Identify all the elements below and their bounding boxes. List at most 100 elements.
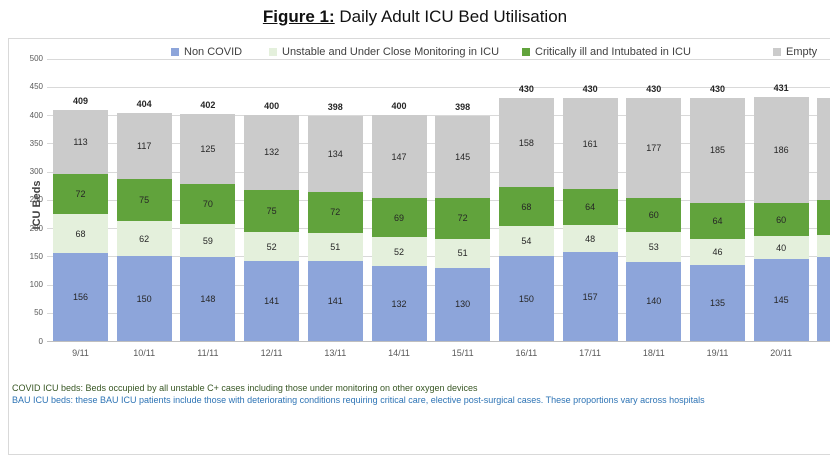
x-tick-10-11: 10/11 (133, 348, 156, 358)
bar-segment-unstable-and-under-close-monitoring-in-icu: 40 (753, 236, 809, 260)
footnotes: COVID ICU beds: Beds occupied by all uns… (12, 383, 822, 406)
bar-segment-non-covid: 150 (498, 256, 554, 341)
bar-segment-non-covid: 150 (116, 256, 172, 341)
bar-segment-unstable-and-under-close-monitoring-in-icu: 62 (116, 221, 172, 257)
bar-segment-empty: 113 (53, 109, 108, 174)
x-tick-16-11: 16/11 (515, 348, 538, 358)
bar-total-label: 398 (455, 102, 471, 113)
legend-label: Non COVID (184, 46, 243, 58)
legend-item-2: Critically ill and Intubated in ICU (522, 45, 691, 59)
bar-total-label: 404 (136, 98, 152, 109)
figure-title-text: Daily Adult ICU Bed Utilisation (334, 7, 568, 26)
legend-swatch-icon (171, 48, 179, 56)
bar-total-label: 400 (391, 101, 407, 111)
bar-segment-empty: 125 (180, 113, 236, 185)
bar-segment-non-covid: 141 (307, 261, 363, 341)
bar-total-label: 402 (200, 99, 216, 110)
x-tick-14-11: 14/11 (388, 348, 410, 358)
bar-segment-non-covid: 132 (371, 266, 427, 341)
bar-segment-non-covid: 156 (53, 252, 108, 341)
bar-segment-unstable-and-under-close-monitoring-in-icu: 68 (53, 214, 108, 253)
legend-swatch-icon (773, 48, 781, 56)
bar-segment-unstable-and-under-close-monitoring-in-icu: 53 (626, 231, 682, 262)
y-tick-400: 400 (29, 110, 43, 120)
bar-total-label: 431 (773, 83, 789, 94)
bar-segment-empty: 177 (626, 98, 682, 199)
chart-frame: Non COVID Unstable and Under Close Monito… (8, 38, 830, 455)
y-tick-150: 150 (29, 251, 43, 261)
x-tick-12-11: 12/11 (260, 348, 283, 358)
bar-segment-unstable-and-under-close-monitoring-in-icu: 59 (180, 224, 236, 258)
bar-segment-empty: 145 (435, 116, 491, 199)
x-tick-19-11: 19/11 (706, 348, 729, 358)
y-tick-100: 100 (29, 280, 43, 289)
legend-label: Empty (786, 46, 818, 58)
legend-item-1: Unstable and Under Close Monitoring in I… (269, 45, 499, 59)
y-tick-450: 450 (29, 82, 43, 92)
bar-segment-empty: 161 (562, 98, 618, 189)
bar-total-label: 430 (582, 84, 598, 95)
y-tick-250: 250 (29, 195, 43, 205)
bar-segment-empty: 185 (690, 98, 745, 203)
footnote-covid-icu-beds: COVID ICU beds: Beds occupied by all uns… (12, 383, 478, 393)
x-tick-13-11: 13/11 (324, 348, 347, 358)
bar-segment-non-covid: 157 (562, 252, 618, 341)
bar-segment-critically-ill-and-intubated-in-icu (817, 199, 830, 235)
bar-segment-empty: 132 (244, 115, 300, 190)
gridline-400 (47, 115, 830, 116)
x-tick-11-11: 11/11 (197, 348, 219, 358)
bar-segment-unstable-and-under-close-monitoring-in-icu: 46 (690, 238, 745, 265)
bar-segment-non-covid: 148 (180, 257, 236, 341)
bar-segment-unstable-and-under-close-monitoring-in-icu: 48 (562, 225, 618, 253)
bar-segment-unstable-and-under-close-monitoring-in-icu: 51 (435, 238, 491, 268)
bar-total-label: 430 (646, 84, 662, 95)
plot-area: ICU Beds 0 50 100 150 200 250 300 350 400 450 500 1… (9, 39, 830, 454)
legend-swatch-icon (269, 48, 277, 56)
bar-segment-critically-ill-and-intubated-in-icu: 72 (435, 198, 491, 239)
x-tick-9-11: 9/11 (72, 348, 89, 358)
figure-title: Figure 1: Daily Adult ICU Bed Utilisatio… (0, 7, 830, 27)
x-tick-18-11: 18/11 (642, 348, 665, 358)
bar-segment-unstable-and-under-close-monitoring-in-icu (817, 234, 830, 258)
gridline-450 (47, 86, 830, 88)
gridline-500 (47, 58, 830, 60)
bar-segment-critically-ill-and-intubated-in-icu: 69 (371, 198, 427, 238)
x-tick-20-11: 20/11 (770, 348, 793, 358)
y-tick-500: 500 (29, 54, 43, 63)
bar-total-label: 398 (327, 102, 343, 113)
bar-segment-non-covid: 140 (626, 261, 682, 341)
y-tick-50: 50 (34, 308, 43, 318)
bar-total-label: 430 (709, 84, 726, 95)
bar-total-label: 409 (72, 95, 89, 106)
bar-segment-critically-ill-and-intubated-in-icu: 68 (498, 187, 554, 226)
bar-segment-empty: 134 (307, 116, 363, 192)
bar-segment-critically-ill-and-intubated-in-icu: 64 (690, 202, 745, 239)
bar-total-label: 430 (518, 84, 534, 95)
bar-segment-empty: 158 (498, 98, 554, 188)
bar-segment-non-covid: 141 (244, 261, 300, 341)
bar-segment-critically-ill-and-intubated-in-icu: 72 (53, 173, 108, 215)
bar-segment-critically-ill-and-intubated-in-icu: 70 (180, 184, 236, 225)
bar-segment-critically-ill-and-intubated-in-icu: 75 (244, 189, 300, 232)
x-tick-17-11: 17/11 (579, 348, 602, 358)
bar-segment-empty: 117 (116, 112, 172, 179)
figure-title-prefix: Figure 1: (262, 7, 335, 26)
gridline-0 (47, 341, 830, 342)
bar-segment-empty: 147 (371, 115, 427, 199)
bar-segment-non-covid: 135 (690, 264, 745, 341)
bar-segment-unstable-and-under-close-monitoring-in-icu: 52 (244, 231, 300, 262)
bar-segment-critically-ill-and-intubated-in-icu: 60 (626, 198, 682, 232)
legend-swatch-icon (522, 48, 530, 56)
bar-segment-unstable-and-under-close-monitoring-in-icu: 51 (307, 232, 363, 262)
bar-segment-empty (817, 98, 830, 200)
bar-segment-unstable-and-under-close-monitoring-in-icu: 52 (371, 237, 427, 267)
legend-item-0: Non COVID (171, 45, 242, 59)
y-tick-350: 350 (29, 138, 43, 148)
bar-segment-critically-ill-and-intubated-in-icu: 75 (116, 178, 172, 222)
legend-item-3: Empty (773, 45, 817, 59)
footnote-bau-icu-beds: BAU ICU beds: these BAU ICU patients inc… (12, 394, 705, 405)
bar-segment-unstable-and-under-close-monitoring-in-icu: 54 (498, 225, 554, 257)
bar-segment-critically-ill-and-intubated-in-icu: 72 (307, 191, 363, 233)
bar-total-label: 400 (264, 101, 280, 111)
